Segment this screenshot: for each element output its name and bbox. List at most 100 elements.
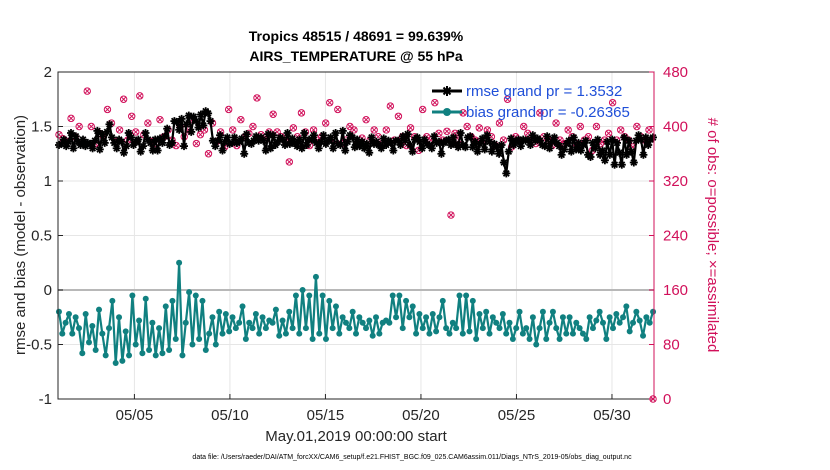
bias-point bbox=[536, 325, 543, 332]
bias-point bbox=[419, 325, 426, 332]
rmse-point bbox=[586, 153, 595, 161]
rmse-point bbox=[497, 141, 506, 149]
bias-point bbox=[316, 330, 323, 337]
rmse-point bbox=[293, 142, 302, 151]
y-tick-label: 1 bbox=[44, 173, 52, 190]
obs-count-point bbox=[192, 139, 201, 148]
bias-point bbox=[346, 325, 353, 332]
rmse-point bbox=[103, 127, 112, 136]
bias-point bbox=[506, 319, 513, 326]
bias-point bbox=[262, 325, 269, 332]
bias-point bbox=[112, 360, 119, 367]
rmse-point bbox=[199, 121, 208, 130]
rmse-point bbox=[223, 133, 232, 142]
rmse-point bbox=[160, 132, 169, 141]
bias-point bbox=[109, 297, 116, 304]
bias-point bbox=[212, 341, 219, 348]
bias-point bbox=[579, 330, 586, 337]
right-tick-label: 240 bbox=[663, 228, 688, 245]
bias-point bbox=[269, 319, 276, 326]
obs-count-point bbox=[350, 126, 358, 134]
bias-point bbox=[516, 308, 523, 315]
rmse-point bbox=[456, 129, 465, 137]
bias-point bbox=[119, 357, 126, 364]
rmse-point bbox=[483, 131, 492, 140]
rmse-point bbox=[617, 160, 626, 169]
rmse-point bbox=[620, 133, 629, 142]
bias-point bbox=[366, 317, 373, 324]
rmse-point bbox=[502, 169, 511, 178]
bias-point bbox=[96, 306, 103, 313]
data-file-footnote: data file: /Users/raeder/DAI/ATM_forcXX/… bbox=[192, 454, 632, 461]
bias-point bbox=[176, 259, 183, 266]
rmse-point bbox=[336, 141, 345, 149]
obs-count-point bbox=[406, 124, 415, 132]
bias-point bbox=[132, 341, 139, 348]
bias-point bbox=[606, 314, 613, 321]
rmse-point bbox=[269, 131, 277, 140]
bias-point bbox=[339, 314, 346, 321]
bias-point bbox=[413, 330, 420, 337]
obs-count-point bbox=[119, 95, 128, 103]
obs-count-point bbox=[224, 105, 233, 114]
bias-point bbox=[636, 317, 643, 324]
rmse-point bbox=[283, 129, 292, 137]
bias-point bbox=[222, 310, 229, 317]
rmse-point bbox=[569, 133, 578, 142]
bias-point bbox=[396, 292, 403, 299]
bias-point bbox=[106, 325, 113, 332]
rmse-point bbox=[119, 148, 128, 157]
rmse-point bbox=[168, 138, 176, 147]
bias-point bbox=[259, 314, 266, 321]
rmse-point bbox=[516, 142, 525, 151]
bias-point bbox=[189, 341, 196, 348]
rmse-point bbox=[430, 132, 439, 141]
bias-point bbox=[496, 325, 503, 332]
obs-count-point bbox=[249, 122, 257, 131]
bias-point bbox=[389, 292, 396, 299]
rmse-point bbox=[627, 147, 636, 156]
bias-point bbox=[533, 341, 540, 348]
rmse-point bbox=[649, 133, 657, 142]
bias-point bbox=[232, 325, 239, 332]
bias-point bbox=[433, 328, 440, 335]
rmse-point bbox=[386, 138, 395, 147]
bias-point bbox=[483, 308, 490, 315]
right-tick-label: 480 bbox=[663, 64, 688, 81]
obs-count-point bbox=[435, 129, 443, 138]
bias-point bbox=[409, 303, 416, 310]
obs-count-point bbox=[592, 122, 601, 131]
right-tick-label: 160 bbox=[663, 282, 688, 299]
rmse-point bbox=[105, 120, 114, 129]
bias-point bbox=[136, 317, 143, 324]
bias-point bbox=[373, 314, 380, 321]
bias-point bbox=[202, 346, 209, 353]
rmse-point bbox=[134, 135, 143, 144]
bias-point bbox=[186, 289, 193, 296]
bias-point bbox=[102, 352, 109, 359]
obs-count-point bbox=[520, 122, 528, 131]
bias-point bbox=[463, 292, 470, 299]
obs-count-point bbox=[156, 115, 164, 124]
rmse-point bbox=[389, 146, 398, 155]
rmse-point bbox=[377, 144, 386, 153]
y-tick-label: 0.5 bbox=[31, 228, 52, 245]
y-tick-label: 2 bbox=[44, 64, 52, 81]
right-axis-ticks: 0 80 160 240 320 400 480 bbox=[649, 64, 688, 408]
rmse-point bbox=[136, 147, 145, 156]
obs-count-point bbox=[604, 129, 613, 138]
rmse-point bbox=[300, 129, 309, 137]
bias-point bbox=[166, 346, 173, 353]
legend: rmse grand pr = 1.3532 bias grand pr = -… bbox=[432, 83, 630, 121]
rmse-point bbox=[297, 144, 306, 153]
bias-point bbox=[429, 310, 436, 317]
right-tick-label: 0 bbox=[663, 391, 671, 408]
rmse-point bbox=[127, 133, 136, 142]
bias-point bbox=[509, 336, 516, 343]
rmse-point bbox=[91, 136, 99, 145]
obs-count-point bbox=[362, 115, 370, 124]
rmse-point bbox=[615, 148, 624, 157]
bias-point bbox=[646, 319, 653, 326]
obs-count-point bbox=[495, 119, 504, 127]
rmse-point bbox=[122, 142, 131, 151]
